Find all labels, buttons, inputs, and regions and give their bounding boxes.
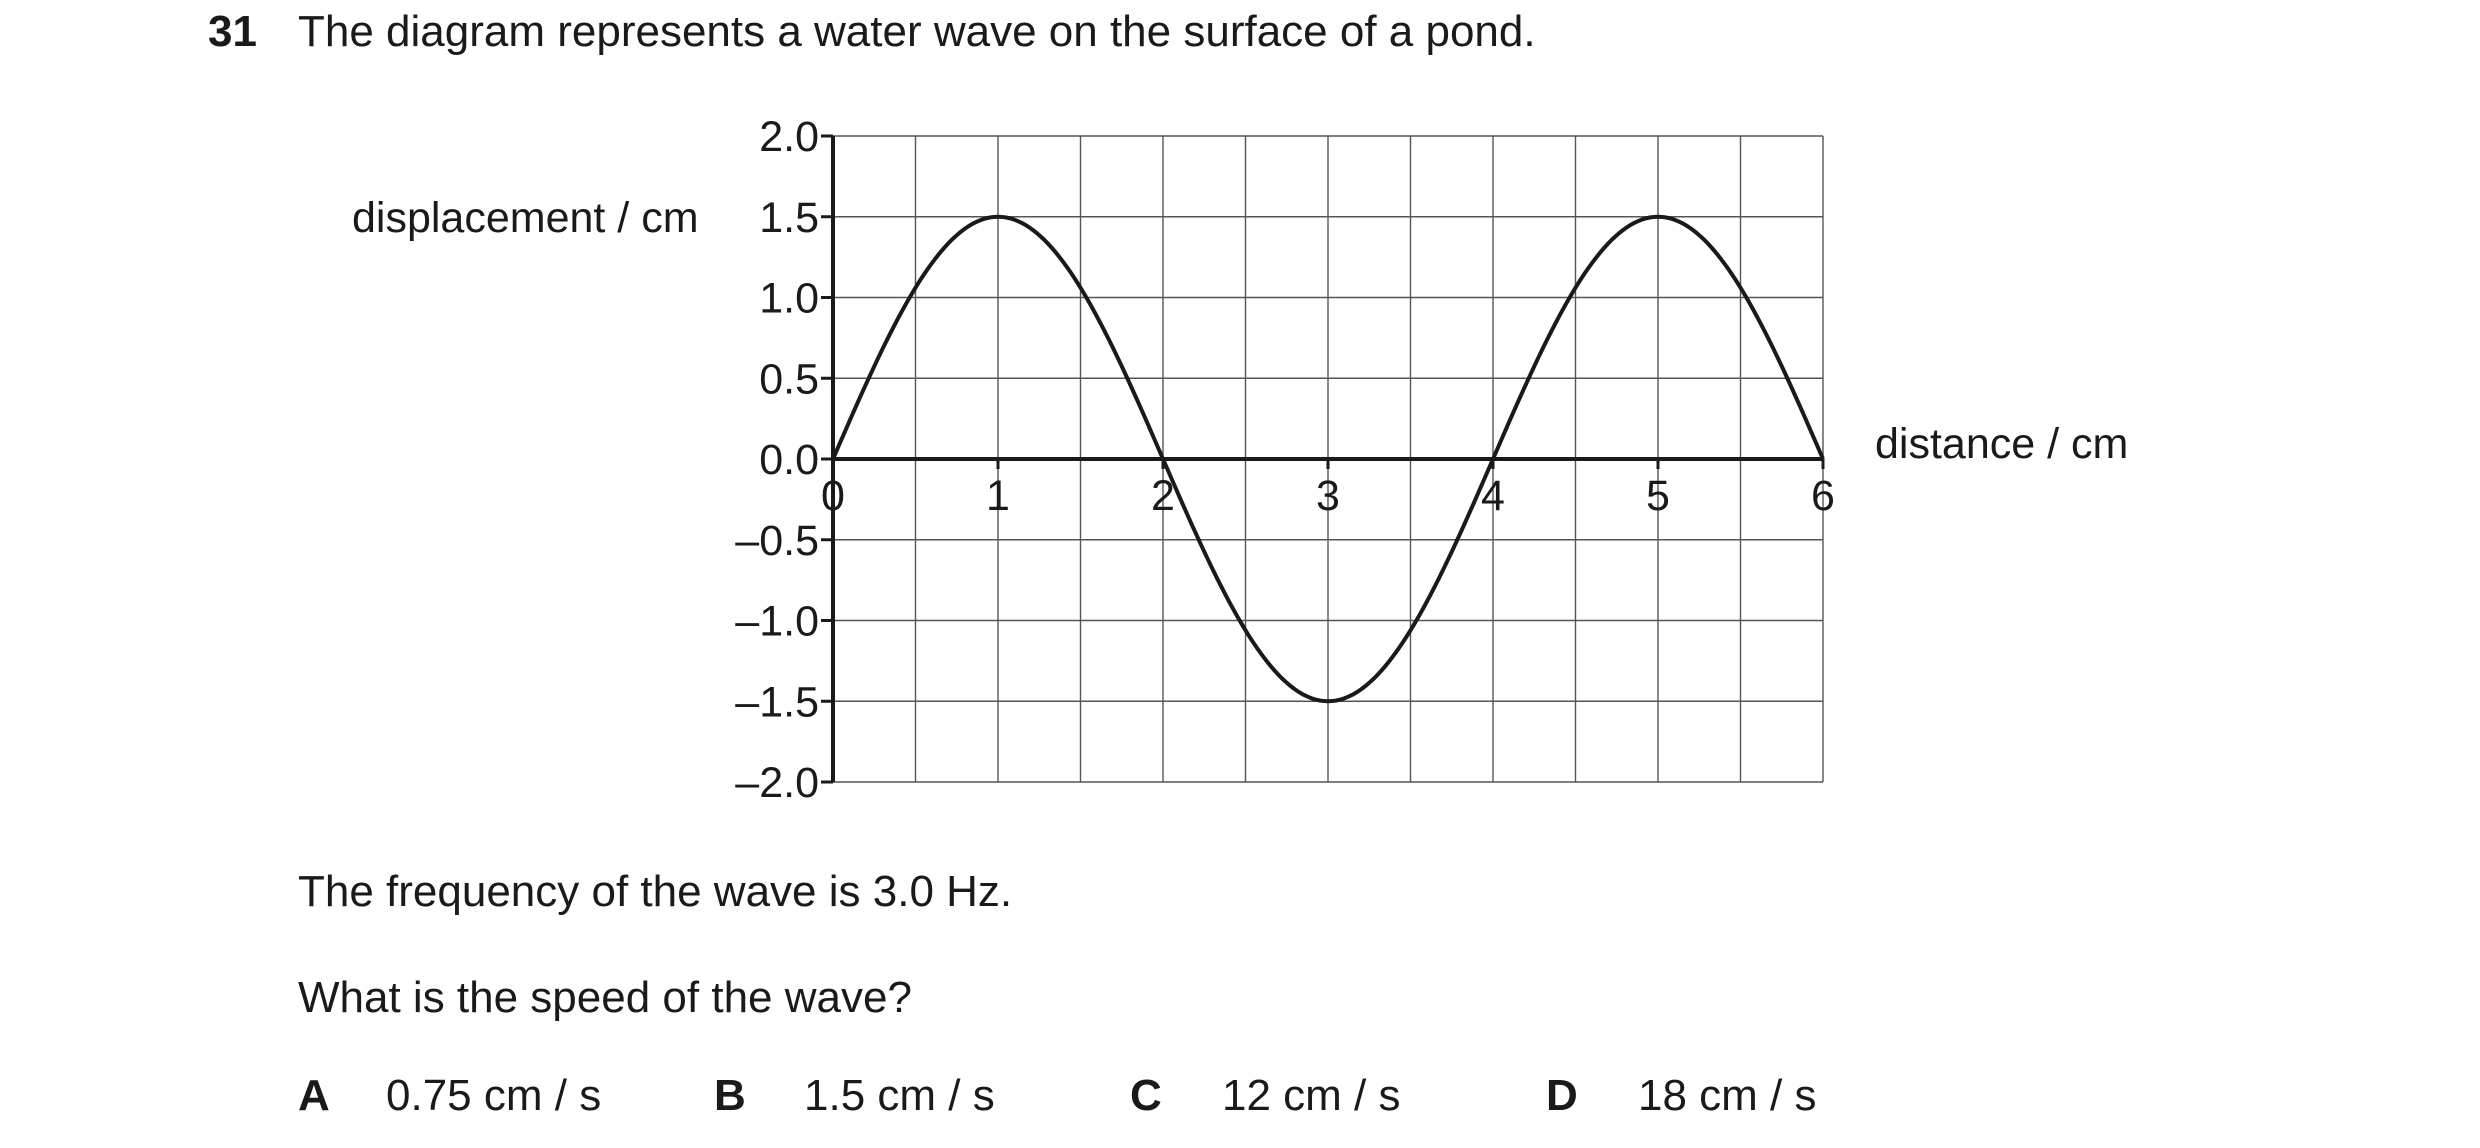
x-axis-label: distance / cm <box>1875 420 2128 468</box>
option-b-letter[interactable]: B <box>714 1071 746 1120</box>
y-tick-label: 0.0 <box>759 436 819 484</box>
y-tick-label: –0.5 <box>735 517 819 565</box>
wave-chart-svg: 2.0 1.5 1.0 0.5 0.0 –0.5 –1.0 –1.5 –2.0 0 1 2 3 4 5 6 di… <box>352 113 2128 807</box>
question-stem: The diagram represents a water wave on t… <box>298 7 1536 56</box>
y-axis-label: displacement / cm <box>352 194 699 242</box>
y-tick-label: 1.5 <box>759 194 819 242</box>
y-tick-label: –1.0 <box>735 598 819 646</box>
x-tick-label: 1 <box>986 472 1010 520</box>
option-b-value[interactable]: 1.5 cm / s <box>804 1071 995 1120</box>
x-tick-label: 4 <box>1481 472 1505 520</box>
question-prompt: What is the speed of the wave? <box>298 973 912 1022</box>
x-tick-label: 2 <box>1151 472 1175 520</box>
question-number: 31 <box>208 7 257 56</box>
y-tick-label: –2.0 <box>735 759 819 807</box>
wave-series-line <box>831 214 1825 704</box>
x-tick-label: 6 <box>1811 472 1835 520</box>
y-tick-label: 1.0 <box>759 275 819 323</box>
option-c-letter[interactable]: C <box>1130 1071 1162 1120</box>
x-tick-label: 5 <box>1646 472 1670 520</box>
option-a-letter[interactable]: A <box>298 1071 330 1120</box>
option-c-value[interactable]: 12 cm / s <box>1222 1071 1401 1120</box>
frequency-statement: The frequency of the wave is 3.0 Hz. <box>298 867 1013 916</box>
option-d-value[interactable]: 18 cm / s <box>1638 1071 1817 1120</box>
y-tick-label: 2.0 <box>759 113 819 161</box>
option-d-letter[interactable]: D <box>1546 1071 1578 1120</box>
wave-chart: 2.0 1.5 1.0 0.5 0.0 –0.5 –1.0 –1.5 –2.0 0 1 2 3 4 5 6 di… <box>352 113 2128 807</box>
x-tick-label: 3 <box>1316 472 1340 520</box>
y-tick-label: –1.5 <box>735 678 819 726</box>
x-tick-label: 0 <box>821 472 845 520</box>
option-a-value[interactable]: 0.75 cm / s <box>386 1071 602 1120</box>
y-tick-label: 0.5 <box>759 355 819 403</box>
